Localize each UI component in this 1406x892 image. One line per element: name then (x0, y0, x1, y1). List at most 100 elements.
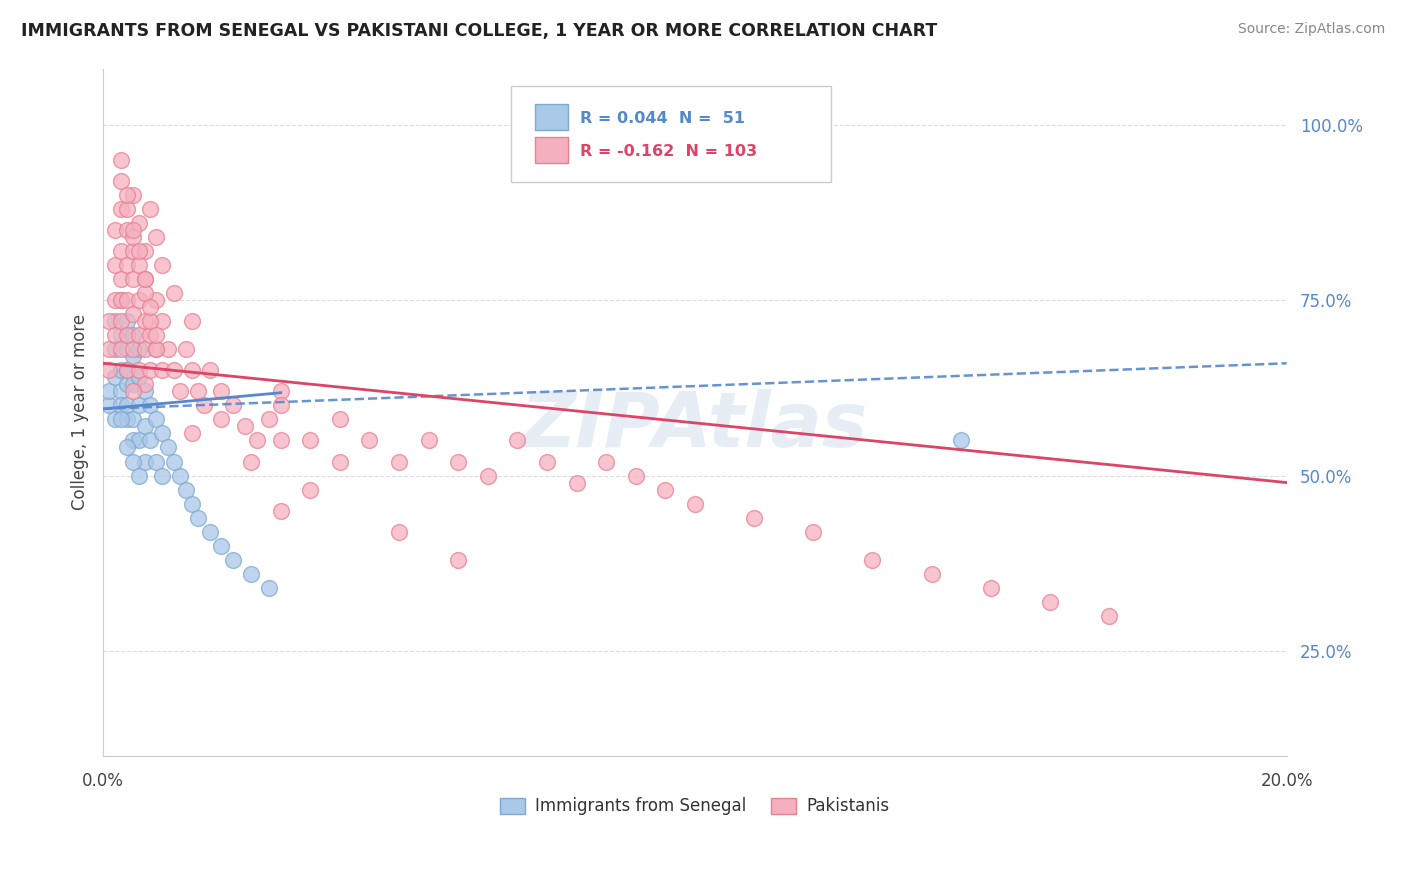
Point (110, 314, 132, 328)
Point (257, 581, 280, 595)
Point (139, 328, 162, 343)
Point (128, 328, 150, 343)
Point (104, 293, 127, 307)
Point (198, 524, 221, 539)
Text: ZIPAtlas: ZIPAtlas (522, 389, 869, 463)
Text: R = -0.162  N = 103: R = -0.162 N = 103 (581, 144, 758, 159)
Point (128, 468, 150, 483)
Point (139, 300, 162, 314)
Point (134, 272, 156, 286)
Point (121, 244, 143, 258)
Point (139, 434, 162, 448)
Point (121, 328, 143, 343)
Point (134, 343, 156, 357)
Text: Source: ZipAtlas.com: Source: ZipAtlas.com (1237, 22, 1385, 37)
Point (233, 419, 256, 434)
Point (104, 370, 127, 384)
Point (121, 187, 143, 202)
Point (115, 258, 138, 272)
Point (211, 412, 233, 426)
Point (163, 454, 186, 468)
Point (110, 412, 132, 426)
Point (329, 454, 352, 468)
Point (121, 384, 143, 399)
Point (187, 384, 209, 399)
FancyBboxPatch shape (536, 103, 568, 129)
Point (145, 230, 167, 244)
Point (134, 272, 156, 286)
Point (115, 363, 138, 377)
Point (169, 384, 191, 399)
Point (447, 454, 470, 468)
Point (110, 244, 132, 258)
Point (128, 398, 150, 412)
Point (506, 434, 529, 448)
Point (115, 398, 138, 412)
Point (115, 293, 138, 307)
Point (115, 343, 138, 357)
Point (110, 398, 132, 412)
FancyBboxPatch shape (512, 86, 831, 182)
Point (145, 454, 167, 468)
Point (565, 475, 588, 490)
Point (115, 363, 138, 377)
Point (270, 434, 292, 448)
Point (198, 363, 221, 377)
Point (654, 483, 676, 497)
Point (115, 412, 138, 426)
Point (139, 363, 162, 377)
Point (110, 202, 132, 216)
Point (98, 314, 121, 328)
Point (128, 244, 150, 258)
Point (174, 483, 197, 497)
Point (134, 244, 156, 258)
Point (1039, 595, 1062, 609)
Point (128, 216, 150, 230)
Point (145, 328, 167, 343)
Point (477, 468, 499, 483)
Point (110, 153, 132, 167)
Point (110, 384, 132, 399)
Point (163, 363, 186, 377)
Point (150, 363, 173, 377)
Point (104, 343, 127, 357)
Point (110, 272, 132, 286)
Point (145, 343, 167, 357)
Point (595, 454, 617, 468)
Point (150, 314, 173, 328)
Point (862, 553, 884, 567)
Point (742, 510, 765, 524)
Point (150, 468, 173, 483)
Point (801, 524, 824, 539)
Point (134, 286, 156, 301)
Point (104, 223, 127, 237)
Point (329, 412, 352, 426)
Point (211, 384, 233, 399)
Point (1098, 608, 1121, 623)
Point (180, 426, 202, 441)
Point (447, 553, 470, 567)
Point (187, 510, 209, 524)
Point (104, 258, 127, 272)
Point (121, 349, 143, 363)
Point (418, 434, 440, 448)
Point (115, 328, 138, 343)
Point (110, 174, 132, 188)
Point (121, 412, 143, 426)
Point (299, 434, 322, 448)
Point (145, 293, 167, 307)
Point (98, 384, 121, 399)
Point (139, 314, 162, 328)
Point (257, 412, 280, 426)
Point (180, 314, 202, 328)
Point (115, 223, 138, 237)
Point (104, 314, 127, 328)
Point (134, 314, 156, 328)
Point (536, 454, 558, 468)
Point (134, 454, 156, 468)
Y-axis label: College, 1 year or more: College, 1 year or more (72, 314, 89, 510)
Point (110, 363, 132, 377)
Point (115, 187, 138, 202)
Point (134, 384, 156, 399)
Point (98, 398, 121, 412)
